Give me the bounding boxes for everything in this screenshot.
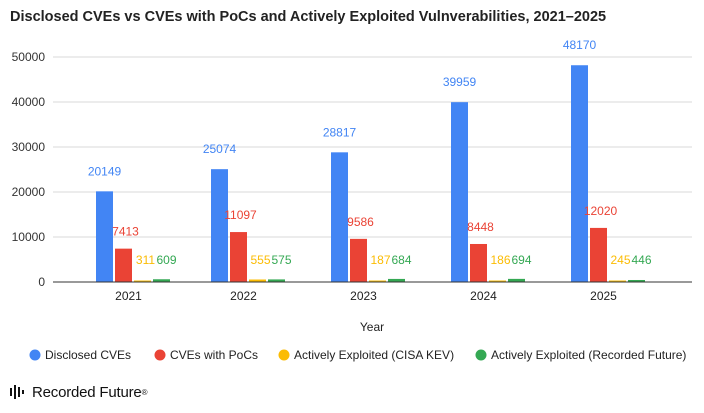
- legend-label: CVEs with PoCs: [170, 348, 258, 362]
- data-label: 8448: [467, 220, 494, 234]
- data-label: 555: [250, 253, 270, 267]
- bar-actively-exploited-cisa-kev--2022: [249, 279, 266, 282]
- y-tick-label: 50000: [12, 50, 46, 64]
- y-tick-label: 40000: [12, 95, 46, 109]
- legend-marker: [278, 349, 290, 361]
- legend-label: Actively Exploited (CISA KEV): [294, 348, 454, 362]
- x-tick-label: 2025: [590, 289, 617, 303]
- brand-registered-mark: ®: [141, 387, 148, 397]
- data-label: 11097: [224, 208, 257, 222]
- recorded-future-logo: Recorded Future ®: [10, 380, 147, 404]
- x-tick-label: 2023: [350, 289, 377, 303]
- data-label: 25074: [203, 142, 237, 156]
- bar-cves-with-pocs-2024: [470, 243, 487, 282]
- data-label: 12020: [584, 204, 618, 218]
- bar-cves-with-pocs-2025: [590, 227, 607, 282]
- bar-disclosed-cves-2021: [96, 191, 113, 282]
- bar-disclosed-cves-2023: [331, 152, 348, 282]
- bar-actively-exploited-recorded-future--2024: [508, 278, 525, 282]
- data-label: 245: [610, 253, 630, 267]
- bar-actively-exploited-cisa-kev--2023: [369, 280, 386, 282]
- data-label: 187: [370, 253, 390, 267]
- legend-marker: [29, 349, 41, 361]
- bar-disclosed-cves-2022: [211, 169, 228, 282]
- data-label: 311: [136, 253, 155, 267]
- legend-label: Disclosed CVEs: [45, 348, 131, 362]
- x-tick-label: 2021: [115, 289, 142, 303]
- bar-actively-exploited-recorded-future--2021: [153, 279, 170, 282]
- x-tick-label: 2024: [470, 289, 497, 303]
- data-label: 684: [391, 253, 411, 267]
- recorded-future-logo-icon: [10, 384, 28, 400]
- legend-marker: [475, 349, 487, 361]
- data-label: 39959: [443, 75, 477, 89]
- bar-cves-with-pocs-2022: [230, 232, 247, 282]
- legend: Disclosed CVEs CVEs with PoCs Actively Exp…: [29, 348, 686, 362]
- bar-actively-exploited-recorded-future--2022: [268, 279, 285, 282]
- x-tick-label: 2022: [230, 289, 257, 303]
- bars: [96, 65, 645, 282]
- bar-disclosed-cves-2025: [571, 65, 588, 282]
- data-label: 575: [271, 253, 291, 267]
- y-tick-label: 10000: [12, 230, 46, 244]
- legend-label: Actively Exploited (Recorded Future): [491, 348, 686, 362]
- bar-actively-exploited-cisa-kev--2024: [489, 280, 506, 282]
- bar-actively-exploited-cisa-kev--2025: [609, 280, 626, 282]
- x-axis-title: Year: [360, 320, 384, 334]
- bar-cves-with-pocs-2023: [350, 238, 367, 282]
- data-label: 694: [511, 253, 531, 267]
- data-label: 186: [490, 253, 510, 267]
- data-labels: 20149 7413 311 609 25074 11097 555 575 28817 9586…: [88, 38, 652, 267]
- y-tick-label: 20000: [12, 185, 46, 199]
- legend-marker: [154, 349, 166, 361]
- y-tick-label: 30000: [12, 140, 46, 154]
- brand-name: Recorded Future: [32, 383, 142, 401]
- y-tick-label: 0: [38, 275, 45, 289]
- bar-actively-exploited-recorded-future--2025: [628, 279, 645, 282]
- data-label: 7413: [112, 225, 139, 239]
- bar-actively-exploited-recorded-future--2023: [388, 278, 405, 282]
- data-label: 20149: [88, 164, 122, 178]
- x-axis-tick-labels: 2021 2022 2023 2024 2025: [115, 289, 617, 303]
- bar-disclosed-cves-2024: [451, 102, 468, 282]
- data-label: 28817: [323, 125, 357, 139]
- chart-title: Disclosed CVEs vs CVEs with PoCs and Act…: [10, 9, 606, 25]
- data-label: 48170: [563, 38, 597, 52]
- bar-actively-exploited-cisa-kev--2021: [134, 280, 151, 282]
- data-label: 446: [631, 253, 651, 267]
- y-axis-tick-labels: 0 10000 20000 30000 40000 50000: [12, 50, 46, 289]
- data-label: 9586: [347, 215, 374, 229]
- data-label: 609: [156, 253, 176, 267]
- bar-cves-with-pocs-2021: [115, 248, 132, 282]
